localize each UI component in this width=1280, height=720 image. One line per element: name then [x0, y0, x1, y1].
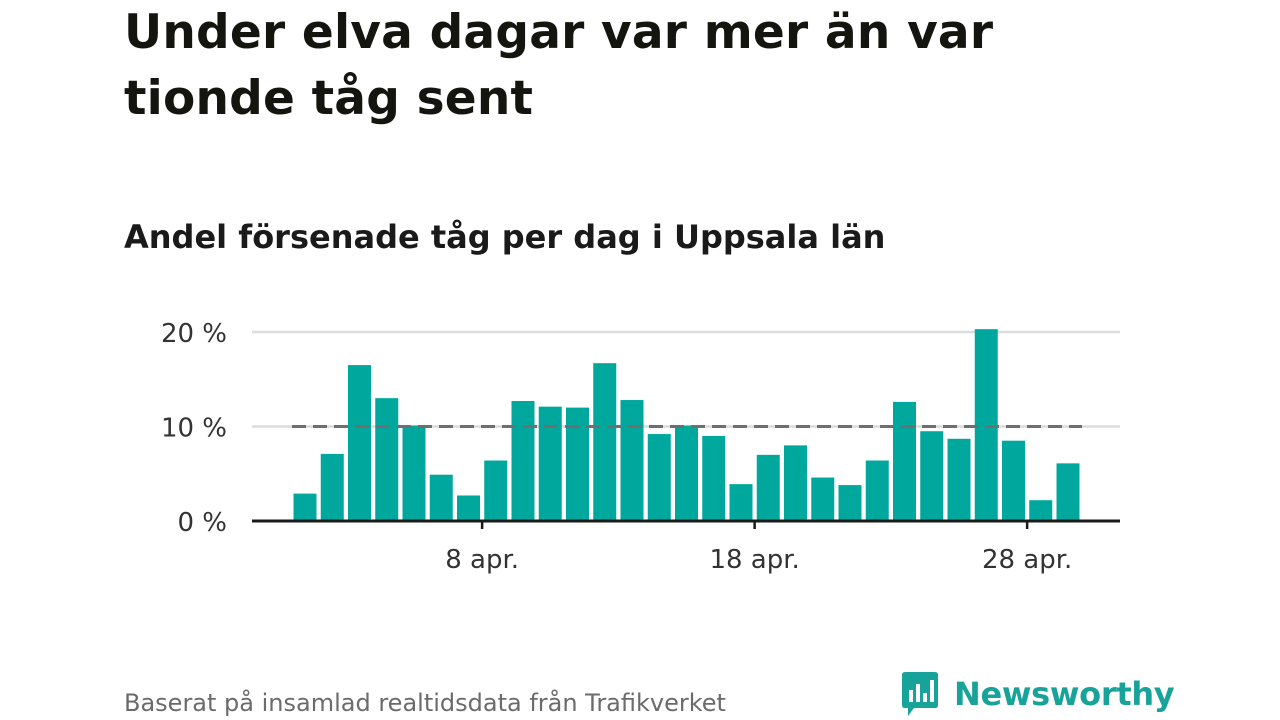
- bar: [702, 435, 726, 521]
- bar: [293, 493, 317, 521]
- bar: [947, 438, 971, 521]
- bar: [538, 406, 562, 521]
- bar: [375, 398, 399, 521]
- bar: [511, 400, 535, 521]
- bar: [838, 485, 862, 521]
- bar: [729, 484, 753, 521]
- y-axis-tick-labels: 0 % 10 % 20 %: [161, 319, 227, 538]
- bar: [429, 474, 453, 521]
- bar: [1056, 463, 1080, 521]
- source-note: Baserat på insamlad realtidsdata från Tr…: [124, 689, 726, 717]
- brand-name: Newsworthy: [954, 675, 1175, 713]
- bars: [293, 329, 1080, 521]
- chart-title: Under elva dagar var mer än var tionde t…: [124, 5, 994, 126]
- bar: [893, 401, 916, 521]
- bar: [620, 400, 644, 521]
- bar: [320, 453, 344, 521]
- newsworthy-logo-icon: [902, 672, 938, 716]
- bar: [675, 425, 698, 521]
- y-tick-label: 0 %: [177, 508, 227, 538]
- bar: [402, 425, 426, 521]
- bar: [811, 477, 835, 521]
- x-axis-tick-labels: 8 apr. 18 apr. 28 apr.: [445, 521, 1072, 575]
- bar: [1002, 440, 1025, 521]
- bar: [566, 407, 589, 521]
- x-tick-label: 8 apr.: [445, 545, 519, 575]
- bar: [920, 431, 944, 521]
- y-tick-label: 10 %: [161, 414, 227, 444]
- x-tick-label: 18 apr.: [709, 545, 799, 575]
- bar: [756, 454, 780, 521]
- bar: [865, 460, 889, 521]
- bar: [348, 365, 371, 521]
- bar: [484, 460, 508, 521]
- bar: [593, 363, 617, 521]
- bar: [784, 445, 807, 521]
- chart-subtitle: Andel försenade tåg per dag i Uppsala lä…: [124, 218, 886, 256]
- bar-chart: 0 % 10 % 20 % 8 apr. 18 apr. 28 apr.: [161, 319, 1120, 575]
- bar: [647, 434, 671, 521]
- x-tick-label: 28 apr.: [982, 545, 1072, 575]
- bar: [1029, 500, 1053, 521]
- bar: [457, 495, 480, 521]
- newsworthy-logo[interactable]: Newsworthy: [900, 668, 1175, 720]
- y-tick-label: 20 %: [161, 319, 227, 349]
